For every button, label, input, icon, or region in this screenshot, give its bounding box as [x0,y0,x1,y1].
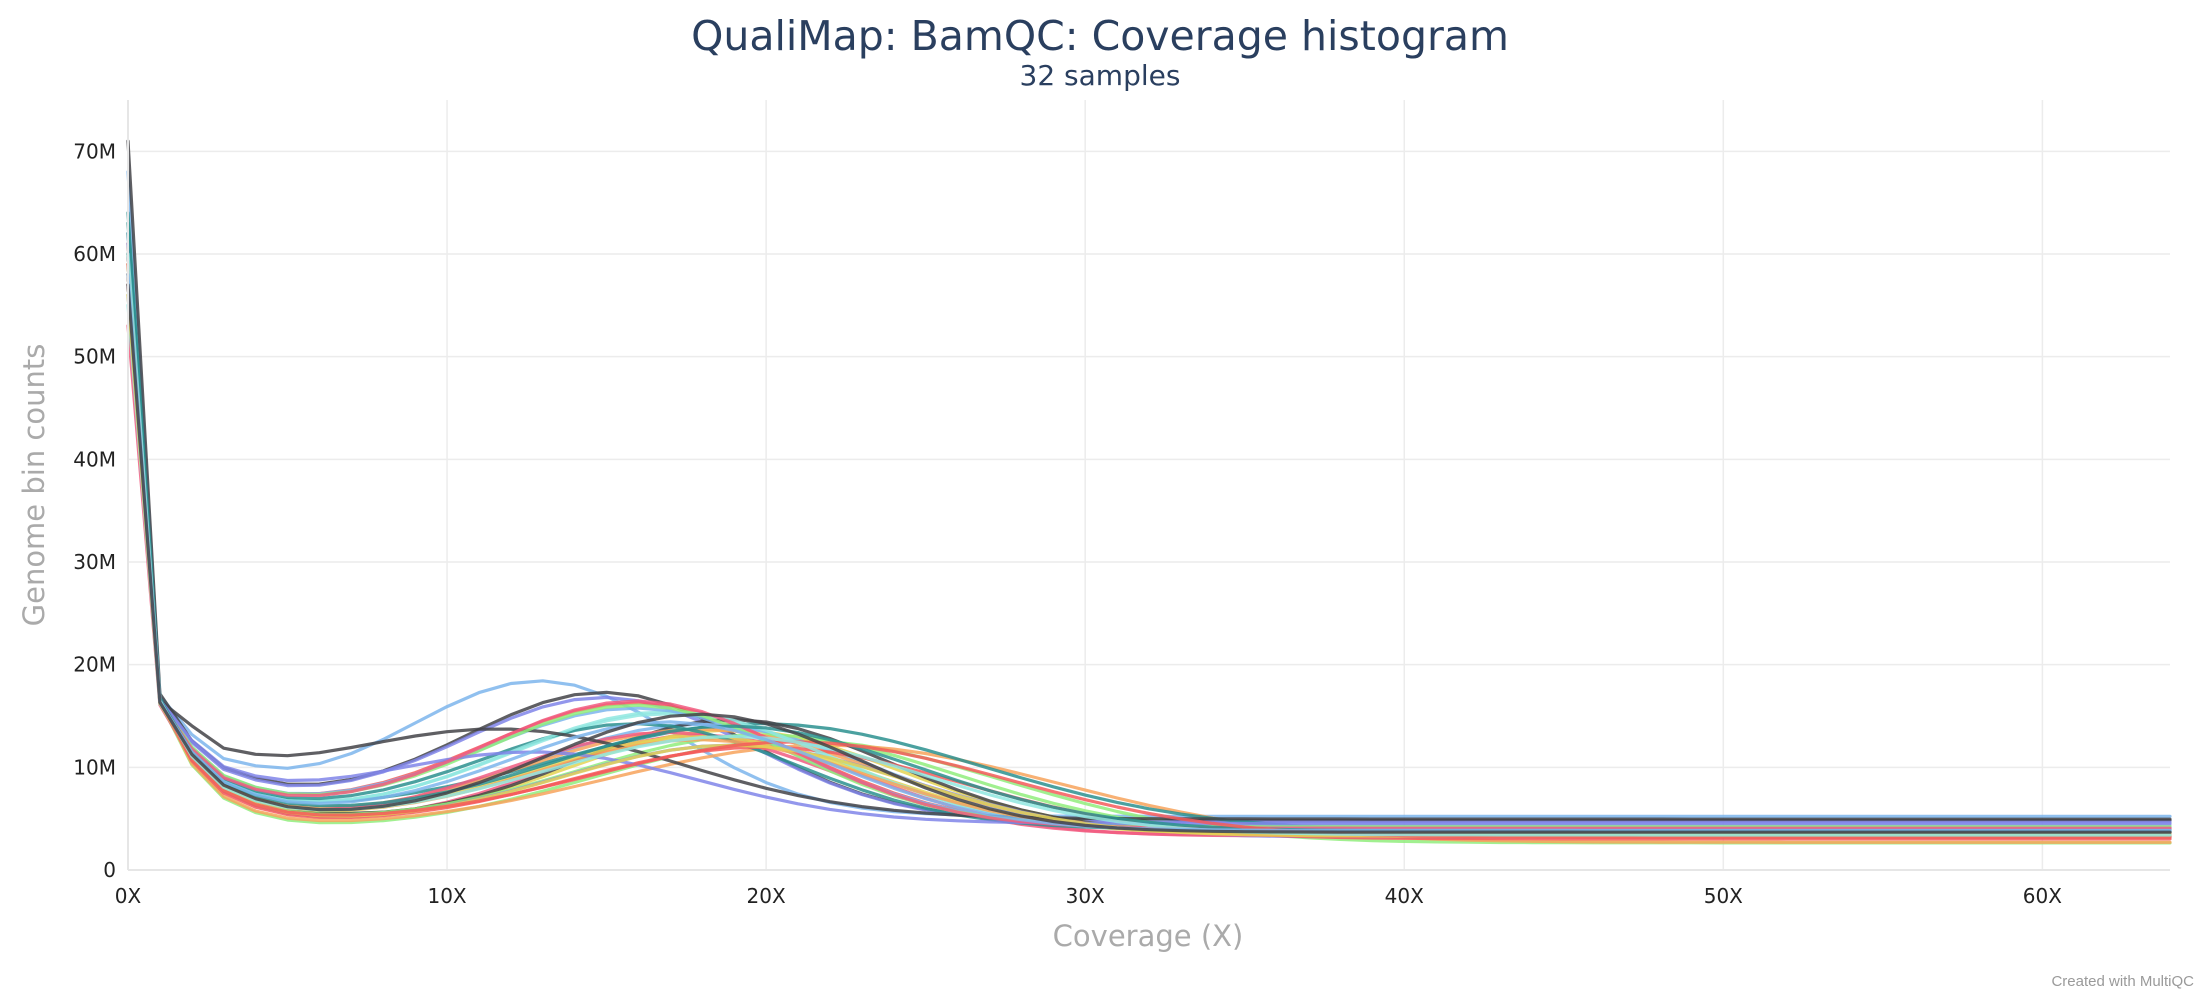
y-axis-title: Genome bin counts [17,344,51,627]
series-lines [126,139,2172,845]
series-line-32 [126,283,2172,834]
series-line-27 [126,293,2172,838]
chart-subtitle: 32 samples [1020,59,1181,92]
y-tick-label: 20M [73,653,116,677]
series-line-12 [126,272,2172,834]
series-line-19 [126,272,2172,841]
series-line-8 [126,211,2172,834]
series-line-6 [126,324,2172,838]
series-line-25 [126,242,2172,826]
y-tick-label: 10M [73,755,116,779]
x-tick-label: 60X [2023,884,2062,908]
x-tick-label: 50X [1704,884,1743,908]
series-line-3 [126,272,2172,845]
series-line-11 [126,252,2172,837]
y-tick-label: 40M [73,447,116,471]
series-line-4 [126,252,2172,844]
series-line-23 [126,262,2172,828]
series-line-2 [126,139,2172,822]
x-tick-label: 40X [1385,884,1424,908]
series-line-14 [126,262,2172,836]
x-tick-label: 0X [115,884,142,908]
series-line-17 [126,242,2172,836]
series-line-22 [126,252,2172,821]
y-tick-label: 0 [103,858,116,882]
y-tick-label: 50M [73,345,116,369]
series-line-9 [126,242,2172,830]
x-tick-label: 30X [1066,884,1105,908]
series-line-26 [126,283,2172,830]
grid-lines [128,100,2170,870]
axes: 0X 10X 20X 30X 40X 50X 60X 0 10M 20M 30M 40M 50M 60M 7… [73,100,2170,908]
series-line-16 [126,252,2172,838]
series-line-18 [126,221,2172,831]
y-tick-label: 70M [73,139,116,163]
series-line-28 [126,231,2172,833]
x-axis-title: Coverage (X) [1053,919,1244,953]
y-tick-label: 60M [73,242,116,266]
chart-title: QualiMap: BamQC: Coverage histogram [691,12,1509,60]
series-line-31 [126,272,2172,833]
x-tick-label: 10X [427,884,466,908]
series-line-1 [126,170,2172,818]
series-line-30 [126,252,2172,837]
x-tick-label: 20X [747,884,786,908]
series-line-29 [126,262,2172,839]
series-line-10 [126,262,2172,833]
credit-text: Created with MultiQC [2051,973,2194,990]
y-tick-label: 30M [73,550,116,574]
series-line-15 [126,293,2172,839]
series-line-21 [126,283,2172,829]
